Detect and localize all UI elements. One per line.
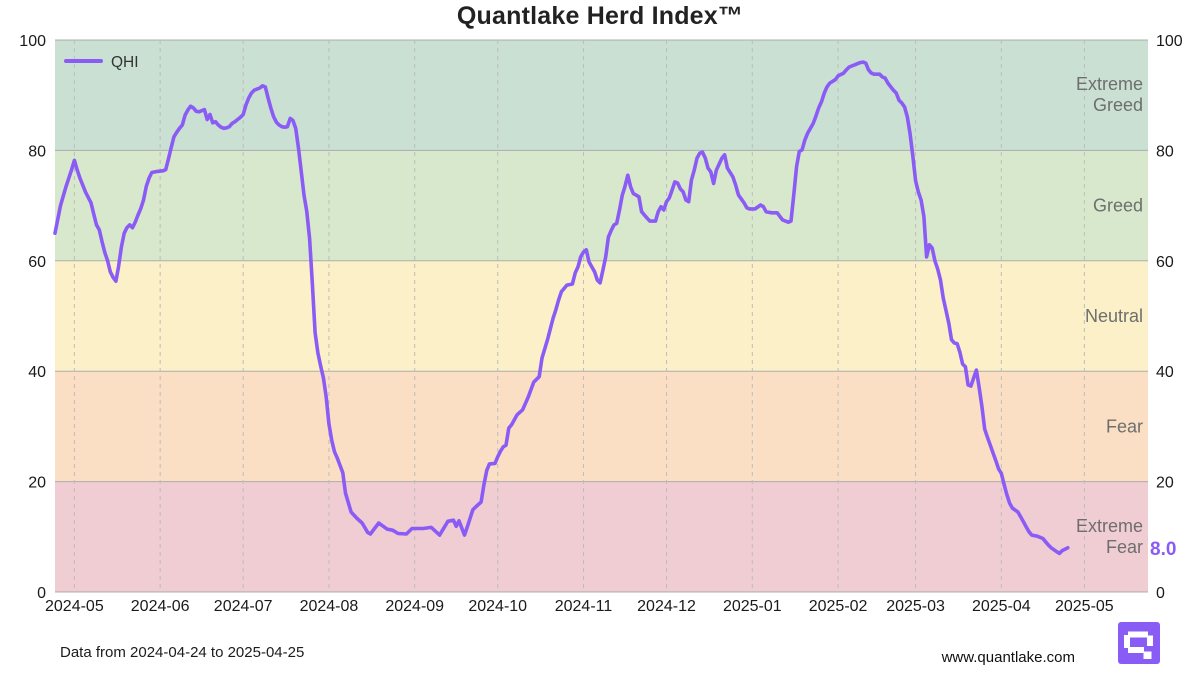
legend-label: QHI (111, 54, 139, 71)
y-tick-label-right: 80 (1156, 143, 1174, 160)
y-tick-label-right: 20 (1156, 475, 1174, 492)
y-tick-label-left: 60 (28, 254, 46, 271)
y-tick-label-left: 80 (28, 143, 46, 160)
x-tick-label: 2025-05 (1055, 598, 1114, 615)
y-tick-label-right: 100 (1156, 33, 1183, 50)
x-tick-label: 2025-01 (723, 598, 782, 615)
qhi-chart: 2024-05 2024-06 2024-07 2024-08 2024-09 2024-… (19, 33, 1183, 615)
band-label: Neutral (1085, 306, 1143, 326)
chart-title: Quantlake Herd Index™ (456, 2, 744, 30)
x-tick-label: 2024-05 (45, 598, 104, 615)
x-tick-label: 2025-03 (886, 598, 945, 615)
band-label: Extreme (1076, 516, 1143, 536)
quantlake-logo (1118, 622, 1160, 664)
band-extreme-fear (55, 481, 1148, 592)
band-greed (55, 150, 1148, 261)
x-tick-label: 2024-08 (300, 598, 359, 615)
band-label: Extreme (1076, 74, 1143, 94)
y-tick-label-left: 20 (28, 475, 46, 492)
band-label: Fear (1106, 537, 1143, 557)
x-tick-label: 2024-07 (214, 598, 273, 615)
band-label: Greed (1093, 95, 1143, 115)
band-fear (55, 371, 1148, 482)
last-value-label: 8.0 (1150, 539, 1176, 560)
data-range-caption: Data from 2024-04-24 to 2025-04-25 (60, 644, 305, 661)
y-tick-label-right: 40 (1156, 364, 1174, 381)
x-tick-label: 2025-04 (972, 598, 1031, 615)
website-url: www.quantlake.com (941, 649, 1075, 666)
x-tick-label: 2024-12 (637, 598, 696, 615)
qhi-line (53, 60, 1070, 556)
y-tick-label-right: 0 (1156, 585, 1165, 602)
y-tick-label-right: 60 (1156, 254, 1174, 271)
y-tick-label-left: 100 (19, 33, 46, 50)
band-label: Fear (1106, 416, 1143, 436)
x-tick-label: 2024-11 (555, 598, 613, 615)
band-extreme-greed (55, 40, 1148, 151)
y-tick-label-left: 40 (28, 364, 46, 381)
x-tick-label: 2024-09 (385, 598, 444, 615)
pixel-q-icon (1124, 631, 1153, 659)
x-tick-label: 2024-10 (468, 598, 527, 615)
y-tick-label-left: 0 (37, 585, 46, 602)
x-tick-label: 2025-02 (809, 598, 868, 615)
x-tick-label: 2024-06 (131, 598, 190, 615)
band-label: Greed (1093, 196, 1143, 216)
